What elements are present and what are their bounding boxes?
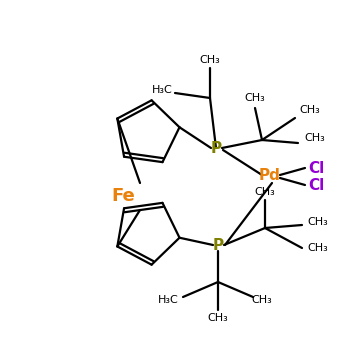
Text: H₃C: H₃C — [158, 295, 178, 305]
Text: Fe: Fe — [111, 187, 135, 205]
Text: P: P — [212, 238, 224, 252]
Text: CH₃: CH₃ — [308, 243, 328, 253]
Text: P: P — [211, 140, 221, 156]
Text: CH₃: CH₃ — [300, 105, 320, 115]
Text: CH₃: CH₃ — [255, 187, 275, 197]
Text: Pd: Pd — [259, 167, 281, 183]
Text: Cl: Cl — [308, 177, 324, 193]
Text: CH₃: CH₃ — [308, 217, 328, 227]
Text: CH₃: CH₃ — [245, 93, 265, 103]
Text: CH₃: CH₃ — [200, 55, 220, 65]
Text: CH₃: CH₃ — [252, 295, 273, 305]
Text: H₃C: H₃C — [152, 85, 172, 95]
Text: CH₃: CH₃ — [305, 133, 325, 143]
Text: Cl: Cl — [308, 161, 324, 176]
Text: CH₃: CH₃ — [208, 313, 228, 323]
